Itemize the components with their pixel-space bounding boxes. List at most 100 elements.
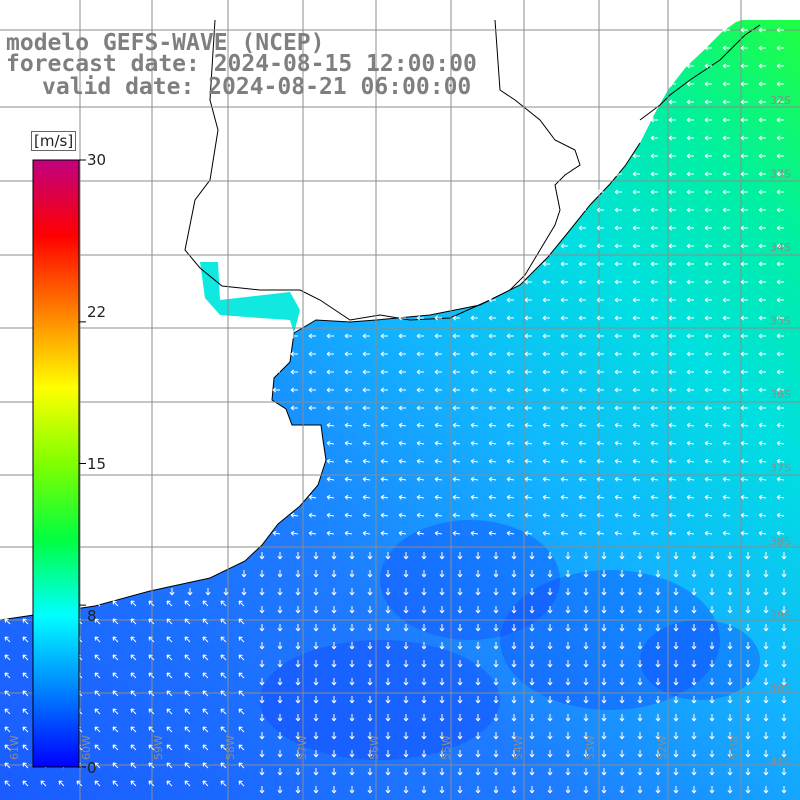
wind-arrow — [776, 117, 784, 123]
wind-arrow — [166, 654, 173, 661]
wind-arrow — [308, 387, 316, 393]
wind-arrow — [650, 189, 658, 195]
wind-arrow — [421, 660, 427, 668]
wind-arrow — [686, 440, 695, 446]
wind-arrow — [542, 476, 551, 482]
wind-arrow — [295, 570, 301, 578]
wind-arrow — [637, 786, 643, 794]
wind-arrow — [614, 369, 622, 375]
wind-arrow — [709, 570, 715, 578]
wind-arrow — [349, 552, 355, 560]
wind-arrow — [650, 261, 658, 267]
wind-arrow — [578, 476, 587, 482]
wind-arrow — [704, 45, 712, 51]
wind-arrow — [740, 153, 748, 159]
wind-arrow — [583, 696, 589, 704]
wind-arrow — [511, 570, 517, 578]
lon-label: 53W — [584, 735, 597, 760]
wind-arrow — [344, 333, 352, 339]
wind-arrow — [524, 333, 532, 339]
wind-arrow — [776, 494, 785, 500]
wind-arrow — [727, 732, 733, 740]
wind-arrow — [776, 135, 784, 141]
wind-arrow — [385, 624, 391, 632]
wind-arrow — [488, 387, 496, 393]
wind-arrow — [421, 606, 427, 614]
wind-arrow — [295, 606, 301, 614]
wind-arrow — [529, 732, 535, 740]
wind-arrow — [650, 512, 659, 518]
wind-arrow — [542, 261, 550, 267]
wind-arrow — [367, 624, 373, 632]
wind-arrow — [632, 333, 640, 339]
wind-arrow — [130, 690, 137, 697]
wind-arrow — [524, 476, 533, 482]
wind-arrow — [202, 654, 209, 661]
wind-arrow — [511, 552, 517, 560]
wind-arrow — [313, 660, 319, 668]
wind-arrow — [166, 618, 173, 625]
wind-arrow — [511, 588, 517, 596]
wind-arrow — [349, 606, 355, 614]
wind-arrow — [202, 636, 209, 643]
wind-arrow — [614, 512, 623, 518]
wind-arrow — [740, 63, 748, 69]
wind-arrow — [776, 458, 785, 464]
wind-arrow — [202, 672, 209, 679]
wind-arrow — [686, 476, 695, 482]
wind-arrow — [220, 618, 227, 625]
wind-arrow — [583, 606, 589, 614]
wind-arrow — [650, 494, 659, 500]
wind-arrow — [560, 261, 568, 267]
wind-arrow — [565, 696, 571, 704]
wind-arrow — [632, 476, 641, 482]
wind-arrow — [578, 458, 587, 464]
wind-arrow — [385, 660, 391, 668]
wind-arrow — [148, 618, 155, 625]
lon-label: 55W — [440, 735, 453, 760]
wind-arrow — [704, 333, 712, 339]
wind-arrow — [313, 624, 319, 632]
wind-arrow — [403, 642, 409, 650]
wind-arrow — [614, 422, 623, 428]
wind-arrow — [722, 369, 730, 375]
wind-arrow — [4, 744, 11, 751]
wind-arrow — [578, 279, 586, 285]
lat-label: 37S — [770, 462, 791, 475]
wind-arrow — [686, 530, 695, 536]
wind-arrow — [112, 618, 119, 625]
wind-arrow — [722, 135, 730, 141]
wind-arrow — [560, 351, 568, 357]
wind-arrow — [632, 440, 641, 446]
wind-arrow — [398, 512, 407, 518]
wind-arrow — [385, 570, 391, 578]
wind-arrow — [727, 678, 733, 686]
wind-arrow — [380, 458, 389, 464]
wind-arrow — [416, 530, 425, 536]
wind-arrow — [668, 530, 677, 536]
wind-arrow — [776, 315, 784, 321]
wind-arrow — [776, 225, 784, 231]
wind-arrow — [727, 750, 733, 758]
wind-arrow — [547, 606, 553, 614]
wind-arrow — [560, 243, 568, 249]
wind-arrow — [781, 732, 787, 740]
wind-arrow — [331, 696, 337, 704]
wind-arrow — [601, 606, 607, 614]
wind-arrow — [421, 732, 427, 740]
wind-arrow — [740, 171, 748, 177]
wind-arrow — [326, 405, 334, 411]
wind-arrow — [148, 744, 155, 751]
wind-arrow — [763, 642, 769, 650]
wind-arrow — [94, 762, 101, 769]
wind-arrow — [362, 351, 370, 357]
wind-arrow — [745, 714, 751, 722]
wind-arrow — [220, 780, 227, 787]
wind-arrow — [94, 600, 101, 607]
low-wind-area — [260, 640, 500, 760]
wind-arrow — [650, 458, 659, 464]
wind-arrow — [367, 714, 373, 722]
wind-arrow — [686, 512, 695, 518]
wind-arrow — [727, 786, 733, 794]
wind-arrow — [403, 588, 409, 596]
